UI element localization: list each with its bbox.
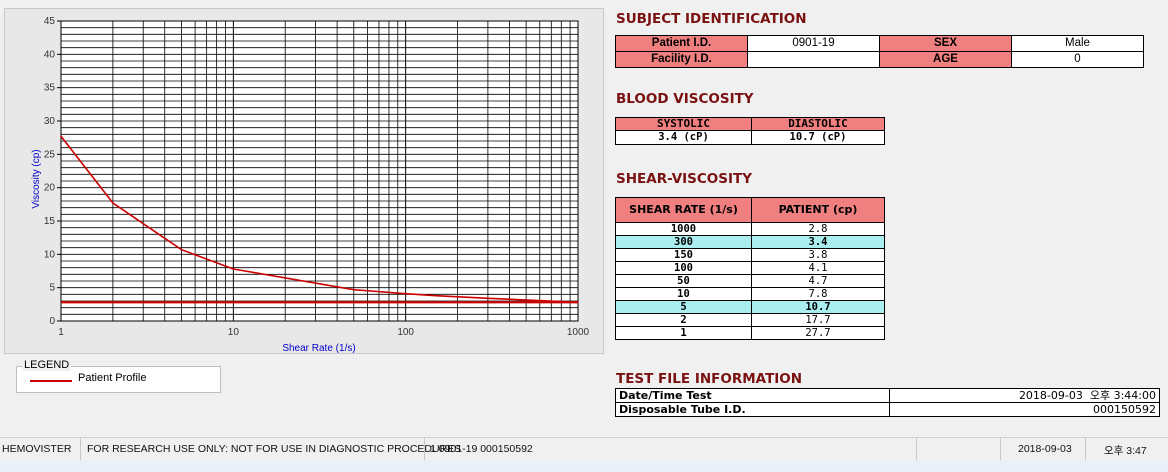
x-tick-label: 100 — [397, 327, 414, 338]
date-time-label: Date/Time Test — [615, 388, 890, 403]
shear-rate-cell: 100 — [615, 261, 752, 275]
patient-cp-cell: 4.1 — [751, 261, 885, 275]
x-tick-label: 1 — [58, 327, 64, 338]
diastolic-label: DIASTOLIC — [751, 117, 885, 131]
y-tick-label: 45 — [44, 16, 56, 27]
shear-row: 300 3.4 — [615, 235, 885, 249]
patient-cp-cell: 3.8 — [751, 248, 885, 262]
sex-label: SEX — [879, 35, 1012, 52]
systolic-value: 3.4 (cP) — [615, 130, 752, 145]
shear-row: 50 4.7 — [615, 274, 885, 288]
y-tick-label: 40 — [44, 49, 56, 60]
shear-viscosity-heading: SHEAR-VISCOSITY — [616, 171, 753, 187]
y-tick-label: 15 — [44, 216, 56, 227]
shear-rate-cell: 1000 — [615, 222, 752, 236]
data-point — [487, 297, 489, 300]
patient-cp-header: PATIENT (cp) — [751, 197, 885, 223]
shear-row: 1000 2.8 — [615, 222, 885, 236]
y-tick-label: 20 — [44, 183, 56, 194]
x-axis-title: Shear Rate (1/s) — [282, 343, 355, 354]
status-time: 오후 3:47 — [1104, 445, 1147, 457]
blood-viscosity-table: SYSTOLIC DIASTOLIC 3.4 (cP) 10.7 (cP) — [615, 117, 885, 145]
shear-rate-cell: 50 — [615, 274, 752, 288]
data-point — [352, 288, 355, 291]
status-divider — [1085, 438, 1086, 460]
blood-viscosity-heading: BLOOD VISCOSITY — [616, 91, 754, 107]
test-file-table: Date/Time Test 2018-09-03 오후 3:44:00 Dis… — [615, 388, 1160, 417]
data-point — [180, 248, 183, 251]
status-record: 1 0901-19 000150592 — [430, 443, 533, 455]
shear-row: 5 10.7 — [615, 300, 885, 314]
facility-id-value — [747, 51, 880, 68]
shear-rate-cell: 5 — [615, 300, 752, 314]
data-point — [112, 202, 114, 204]
sex-value: Male — [1011, 35, 1144, 52]
patient-cp-cell: 3.4 — [751, 235, 885, 249]
data-point — [60, 135, 62, 138]
y-axis-title: Viscosity (cp) — [31, 149, 42, 208]
shear-rate-header: SHEAR RATE (1/s) — [615, 197, 752, 223]
patient-id-label: Patient I.D. — [615, 35, 748, 52]
patient-id-value: 0901-19 — [747, 35, 880, 52]
shear-row: 1 27.7 — [615, 326, 885, 340]
patient-cp-cell: 2.8 — [751, 222, 885, 236]
window-bottom-strip — [0, 461, 1168, 472]
status-date: 2018-09-03 — [1018, 443, 1072, 455]
age-label: AGE — [879, 51, 1012, 68]
y-tick-label: 25 — [44, 149, 56, 160]
y-tick-label: 30 — [44, 116, 56, 127]
tube-id-label: Disposable Tube I.D. — [615, 402, 890, 417]
patient-cp-cell: 17.7 — [751, 313, 885, 327]
y-tick-label: 5 — [49, 283, 55, 294]
age-value: 0 — [1011, 51, 1144, 68]
data-point — [577, 301, 579, 304]
data-point — [232, 268, 235, 270]
shear-rate-cell: 2 — [615, 313, 752, 327]
data-point — [435, 294, 437, 297]
plot-area — [60, 20, 579, 322]
legend-label: Patient Profile — [78, 372, 147, 384]
shear-row: 2 17.7 — [615, 313, 885, 327]
tube-id-value: 000150592 — [889, 402, 1160, 417]
status-divider — [1000, 438, 1001, 460]
legend-swatch — [30, 380, 72, 382]
y-tick-label: 35 — [44, 83, 56, 94]
data-point — [404, 292, 407, 295]
test-file-heading: TEST FILE INFORMATION — [616, 371, 803, 387]
date-time-value: 2018-09-03 오후 3:44:00 — [889, 388, 1160, 403]
shear-rate-cell: 300 — [615, 235, 752, 249]
status-divider — [916, 438, 917, 460]
status-divider — [80, 438, 81, 460]
shear-rate-cell: 10 — [615, 287, 752, 301]
subject-table: Patient I.D. 0901-19 SEX Male Facility I… — [615, 35, 1144, 68]
shear-viscosity-table: SHEAR RATE (1/s) PATIENT (cp) 1000 2.8 300… — [615, 197, 885, 340]
patient-cp-cell: 10.7 — [751, 300, 885, 314]
shear-row: 100 4.1 — [615, 261, 885, 275]
facility-id-label: Facility I.D. — [615, 51, 748, 68]
viscosity-chart: 0 5 10 15 20 25 30 35 40 45 1 10 100 1000 Shear Rate … — [31, 16, 590, 354]
status-notice: FOR RESEARCH USE ONLY: NOT FOR USE IN DI… — [87, 443, 462, 455]
y-tick-label: 0 — [49, 316, 55, 327]
shear-rate-cell: 150 — [615, 248, 752, 262]
patient-cp-cell: 7.8 — [751, 287, 885, 301]
status-bar — [0, 437, 1168, 462]
x-tick-label: 1000 — [567, 327, 590, 338]
status-divider — [424, 438, 425, 460]
patient-cp-cell: 4.7 — [751, 274, 885, 288]
patient-cp-cell: 27.7 — [751, 326, 885, 340]
status-app-name: HEMOVISTER — [2, 443, 72, 455]
diastolic-value: 10.7 (cP) — [751, 130, 885, 145]
systolic-label: SYSTOLIC — [615, 117, 752, 131]
shear-rate-cell: 1 — [615, 326, 752, 340]
y-tick-label: 10 — [44, 249, 56, 260]
x-tick-label: 10 — [228, 327, 240, 338]
shear-row: 150 3.8 — [615, 248, 885, 262]
subject-heading: SUBJECT IDENTIFICATION — [616, 11, 807, 27]
shear-row: 10 7.8 — [615, 287, 885, 301]
chart-panel: 0 5 10 15 20 25 30 35 40 45 1 10 100 1000 Shear Rate … — [4, 8, 604, 354]
legend-title: LEGEND — [22, 359, 72, 371]
